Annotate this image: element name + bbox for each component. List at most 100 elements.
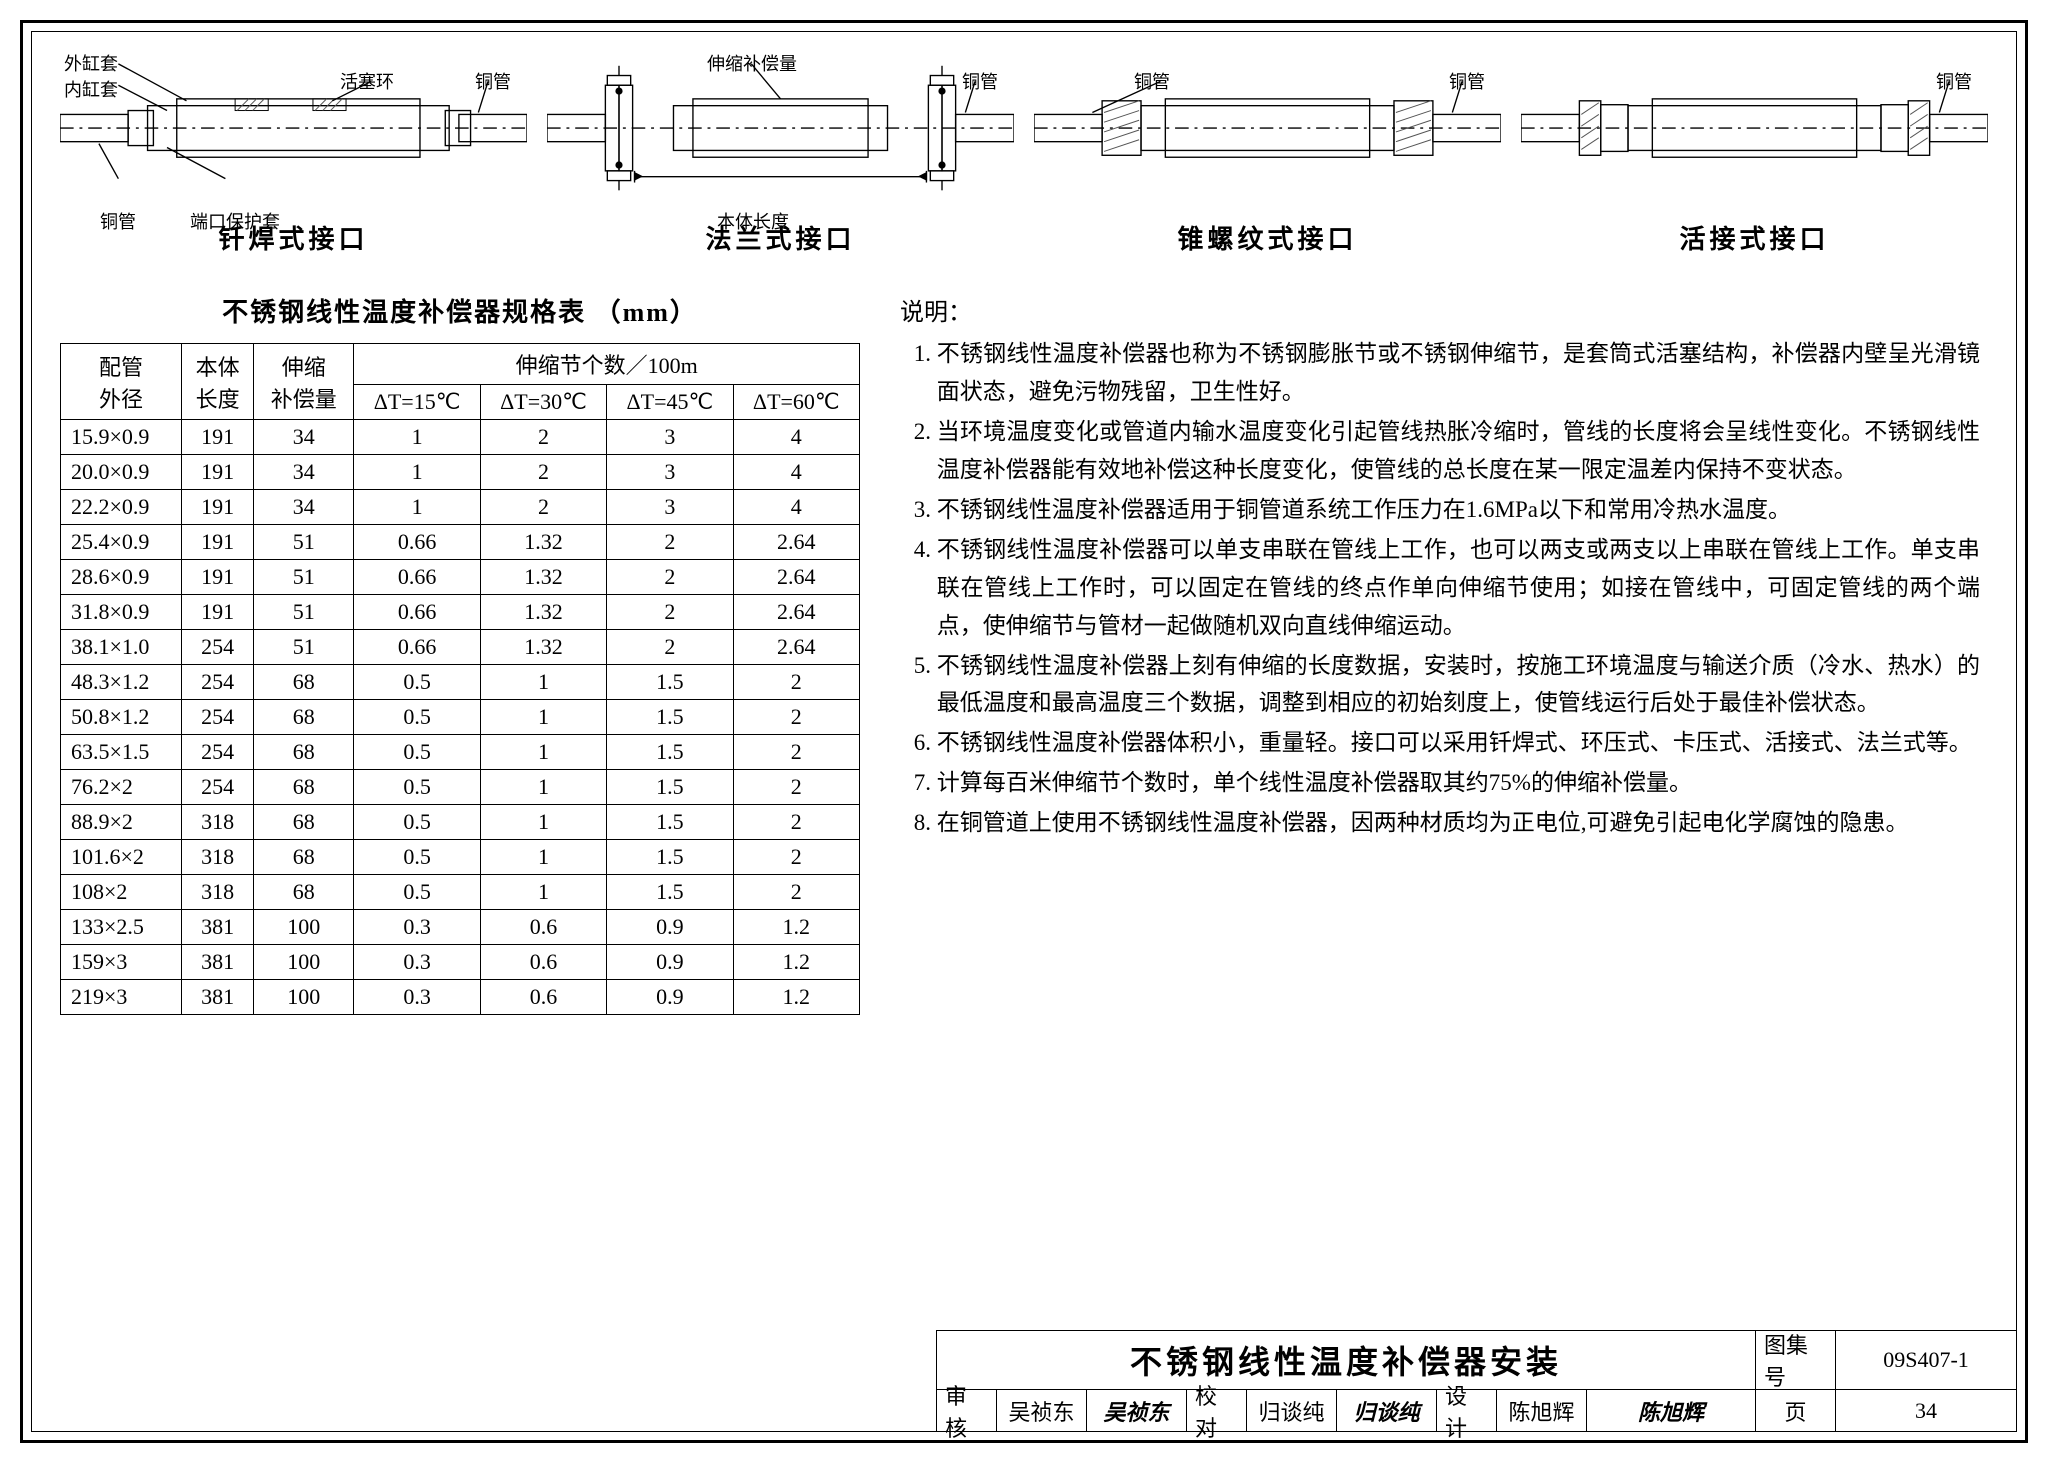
table-cell: 28.6×0.9 [61,560,182,595]
table-cell: 2.64 [733,560,859,595]
table-cell: 22.2×0.9 [61,490,182,525]
table-cell: 0.9 [607,945,733,980]
table-cell: 254 [181,630,253,665]
label-inner-sleeve: 内缸套 [64,76,118,102]
table-cell: 133×2.5 [61,910,182,945]
table-cell: 0.6 [480,980,606,1015]
table-cell: 2 [733,700,859,735]
table-cell: 100 [254,945,354,980]
table-row: 76.2×2254680.511.52 [61,770,860,805]
table-cell: 0.66 [354,595,480,630]
table-cell: 0.5 [354,770,480,805]
notes-list: 不锈钢线性温度补偿器也称为不锈钢膨胀节或不锈钢伸缩节，是套筒式活塞结构，补偿器内… [900,335,1980,842]
table-cell: 68 [254,665,354,700]
table-cell: 1 [480,700,606,735]
table-cell: 2 [733,665,859,700]
page-value: 34 [1836,1390,2016,1431]
table-cell: 381 [181,945,253,980]
drawing-title: 不锈钢线性温度补偿器安装 [937,1331,1756,1389]
list-item: 在铜管道上使用不锈钢线性温度补偿器，因两种材质均为正电位,可避免引起电化学腐蚀的… [937,804,1980,842]
table-cell: 68 [254,770,354,805]
table-row: 15.9×0.9191341234 [61,420,860,455]
diagram-brazed: 外缸套 内缸套 活塞环 铜管 铜管 端口保护套 [60,50,527,270]
label-pipe-4: 铜管 [1936,68,1972,94]
page-label: 页 [1756,1390,1836,1431]
table-row: 25.4×0.9191510.661.3222.64 [61,525,860,560]
label-pipe-3: 铜管 [1134,68,1170,94]
check-sig: 归谈纯 [1337,1390,1437,1431]
table-cell: 76.2×2 [61,770,182,805]
table-cell: 1 [480,805,606,840]
table-row: 63.5×1.5254680.511.52 [61,735,860,770]
table-cell: 0.5 [354,665,480,700]
diagram-row: 外缸套 内缸套 活塞环 铜管 铜管 端口保护套 [60,50,1988,270]
content-columns: 不锈钢线性温度补偿器规格表 （mm） 配管 外径 本体 长度 伸缩 补偿量 伸缩… [60,292,1988,1015]
label-pipe-1: 铜管 [475,68,511,94]
review-label: 审核 [937,1390,997,1431]
table-cell: 1.5 [607,735,733,770]
table-row: 108×2318680.511.52 [61,875,860,910]
review-sig: 吴祯东 [1087,1390,1187,1431]
table-cell: 100 [254,910,354,945]
label-outer-sleeve: 外缸套 [64,50,118,76]
diagram-union: 铜管 [1521,50,1988,270]
table-row: 101.6×2318680.511.52 [61,840,860,875]
table-cell: 2 [607,560,733,595]
table-row: 133×2.53811000.30.60.91.2 [61,910,860,945]
table-cell: 381 [181,980,253,1015]
table-cell: 219×3 [61,980,182,1015]
table-cell: 1.5 [607,875,733,910]
table-cell: 159×3 [61,945,182,980]
table-cell: 0.66 [354,525,480,560]
table-cell: 0.5 [354,735,480,770]
table-cell: 0.5 [354,805,480,840]
th-dt60: ΔT=60℃ [733,385,859,420]
table-cell: 1 [480,770,606,805]
table-cell: 0.5 [354,840,480,875]
table-cell: 2 [733,840,859,875]
table-cell: 1 [480,840,606,875]
table-cell: 2 [607,525,733,560]
table-row: 159×33811000.30.60.91.2 [61,945,860,980]
table-cell: 25.4×0.9 [61,525,182,560]
table-cell: 2 [733,805,859,840]
table-cell: 2 [480,455,606,490]
table-row: 20.0×0.9191341234 [61,455,860,490]
th-pipe-od: 配管 外径 [61,344,182,420]
table-cell: 34 [254,490,354,525]
table-cell: 318 [181,805,253,840]
label-pipe-1b: 铜管 [100,208,136,234]
table-cell: 254 [181,735,253,770]
table-cell: 318 [181,840,253,875]
table-row: 31.8×0.9191510.661.3222.64 [61,595,860,630]
series-value: 09S407-1 [1836,1331,2016,1389]
table-cell: 68 [254,805,354,840]
table-cell: 254 [181,665,253,700]
table-cell: 31.8×0.9 [61,595,182,630]
table-cell: 0.9 [607,980,733,1015]
table-cell: 0.6 [480,910,606,945]
table-cell: 191 [181,455,253,490]
table-cell: 254 [181,770,253,805]
table-row: 88.9×2318680.511.52 [61,805,860,840]
list-item: 不锈钢线性温度补偿器可以单支串联在管线上工作，也可以两支或两支以上串联在管线上工… [937,531,1980,645]
title-block: 不锈钢线性温度补偿器安装 图集号 09S407-1 审核 吴祯东 吴祯东 校对 … [936,1330,2016,1431]
table-cell: 1.5 [607,805,733,840]
design-label: 设计 [1437,1390,1497,1431]
table-cell: 1 [354,455,480,490]
table-cell: 1.32 [480,595,606,630]
table-cell: 68 [254,735,354,770]
table-cell: 2 [733,735,859,770]
list-item: 不锈钢线性温度补偿器也称为不锈钢膨胀节或不锈钢伸缩节，是套筒式活塞结构，补偿器内… [937,335,1980,411]
table-cell: 34 [254,420,354,455]
table-cell: 191 [181,560,253,595]
table-cell: 4 [733,490,859,525]
table-cell: 2 [607,595,733,630]
table-row: 38.1×1.0254510.661.3222.64 [61,630,860,665]
table-cell: 51 [254,560,354,595]
list-item: 不锈钢线性温度补偿器体积小，重量轻。接口可以采用钎焊式、环压式、卡压式、活接式、… [937,724,1980,762]
table-cell: 2 [733,770,859,805]
th-dt30: ΔT=30℃ [480,385,606,420]
check-label: 校对 [1187,1390,1247,1431]
table-cell: 1.5 [607,770,733,805]
